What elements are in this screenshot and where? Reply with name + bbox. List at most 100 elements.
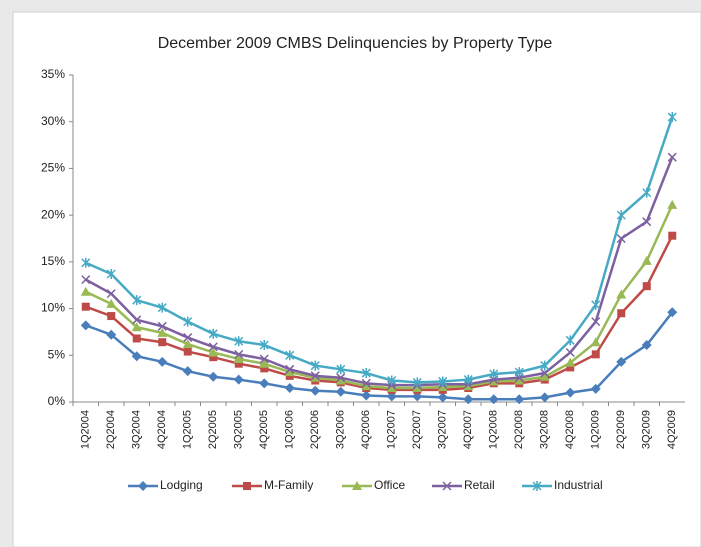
data-point [132,315,142,325]
y-tick-label: 30% [41,114,65,128]
data-point [616,233,626,244]
data-point [667,152,677,162]
x-tick-label: 4Q2004 [156,410,168,449]
data-point [667,307,678,318]
data-point [132,334,141,343]
x-tick-label: 3Q2005 [233,410,245,449]
data-point [641,340,652,351]
data-point [80,320,91,331]
data-point [668,231,677,240]
data-point [463,394,474,405]
data-point [412,377,422,388]
data-point [412,382,423,392]
data-point [514,394,525,405]
data-point [642,282,651,291]
data-point [463,374,473,385]
y-tick-label: 20% [41,207,65,221]
data-point [488,394,499,405]
data-point [131,351,142,362]
data-point [642,217,652,227]
x-tick-label: 3Q2006 [335,410,347,449]
x-tick-label: 3Q2008 [539,410,551,449]
data-point [540,360,550,371]
data-point [259,340,269,351]
data-point [642,187,652,198]
x-tick-label: 2Q2008 [513,410,525,449]
x-tick-label: 3Q2009 [641,410,653,449]
y-tick-label: 15% [41,254,65,268]
data-point [234,359,243,368]
data-point [234,349,244,359]
data-point [208,328,218,339]
data-point [310,385,321,396]
data-point [106,298,117,308]
data-point [259,378,270,389]
data-point [157,327,168,337]
legend-label: M-Family [264,478,313,492]
data-point [81,302,90,311]
data-point [437,382,448,392]
data-point [667,112,677,123]
data-point [514,367,524,378]
data-point [387,375,397,386]
x-tick-label: 4Q2005 [258,410,270,449]
data-point [310,371,320,381]
data-point [565,347,575,358]
data-point [81,275,91,285]
chart-panel [12,11,701,547]
data-point [616,289,627,299]
data-point [667,199,678,209]
data-point [208,347,219,357]
data-point [361,368,371,379]
data-point [158,338,167,347]
y-tick-label: 25% [41,161,65,175]
x-tick-label: 4Q2009 [666,410,678,449]
data-point [361,381,372,391]
data-point [514,375,525,385]
x-tick-label: 1Q2005 [182,410,194,449]
data-point [335,386,346,397]
data-point [259,354,269,364]
data-point [412,391,423,402]
data-point [565,387,576,398]
data-point [488,376,499,386]
series-line [85,116,674,384]
x-tick-label: 1Q2008 [488,410,500,449]
x-tick-label: 3Q2007 [437,410,449,449]
data-point [361,390,372,401]
x-tick-label: 1Q2007 [386,410,398,449]
data-point [617,309,626,318]
x-tick-label: 4Q2008 [564,410,576,449]
data-point [106,269,116,280]
data-point [157,321,167,331]
data-point [285,350,295,361]
series-line [85,156,674,387]
x-tick-label: 2Q2004 [105,410,117,449]
data-point [233,354,244,364]
x-tick-label: 1Q2009 [590,410,602,449]
data-point [183,347,192,356]
data-point [106,289,116,299]
data-point [438,376,448,387]
data-point [234,336,244,347]
data-point [565,357,576,367]
data-point [107,312,116,321]
data-point [566,363,575,372]
legend-marker [532,481,542,491]
y-tick-label: 5% [48,347,66,361]
data-point [591,317,601,327]
data-point [591,299,601,310]
data-point [131,322,142,332]
legend-label: Retail [464,478,495,492]
data-point [284,367,295,377]
data-point [616,356,627,367]
data-point [208,371,219,382]
x-tick-label: 2Q2005 [207,410,219,449]
series-line [85,204,674,390]
data-point [259,358,270,368]
data-point [284,382,295,393]
data-point [539,392,550,403]
data-point [641,255,652,265]
